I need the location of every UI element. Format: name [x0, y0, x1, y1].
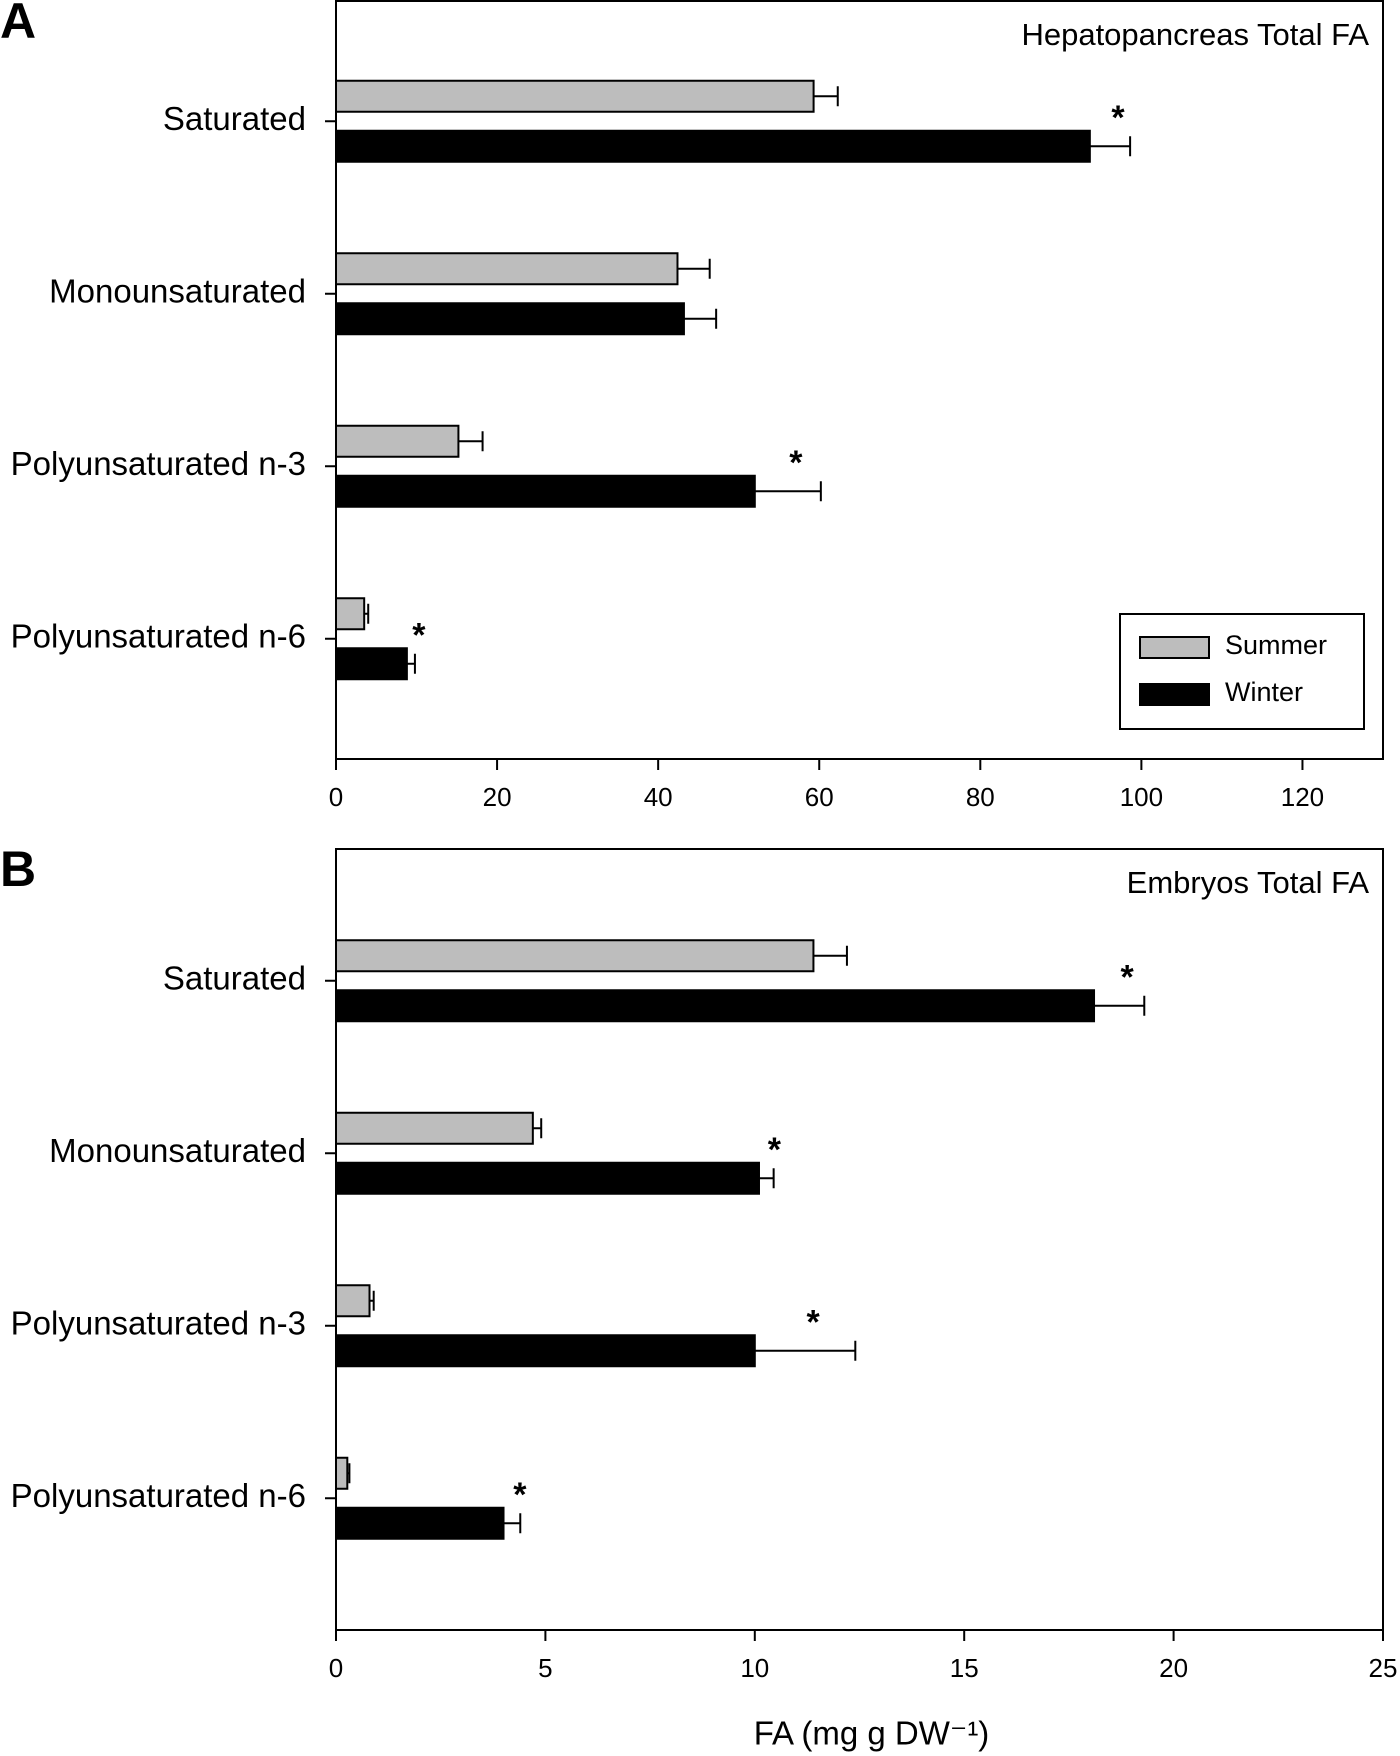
y-tick-label: Saturated: [163, 100, 306, 137]
y-tick-label: Polyunsaturated n-3: [11, 1304, 306, 1341]
legend-box: [1119, 613, 1365, 730]
chart-title: Hepatopancreas Total FA: [1021, 17, 1369, 52]
x-tick-label: 40: [644, 782, 673, 812]
x-tick-label: 0: [329, 782, 343, 812]
bar: [335, 989, 1096, 1023]
bar: [335, 1111, 534, 1145]
legend-swatch: [1139, 683, 1210, 706]
bar: [335, 1506, 505, 1540]
plot-frame: [335, 848, 1384, 1631]
bar: [335, 424, 460, 458]
x-tick-label: 80: [966, 782, 995, 812]
bar: [335, 79, 815, 113]
x-tick-label: 60: [805, 782, 834, 812]
y-tick-label: Polyunsaturated n-6: [11, 1477, 306, 1514]
y-tick-label: Saturated: [163, 959, 306, 996]
legend-label: Summer: [1225, 630, 1327, 660]
y-tick-label: Polyunsaturated n-3: [11, 445, 306, 482]
x-axis-label: FA (mg g DW⁻¹): [754, 1715, 990, 1752]
bar: [335, 302, 685, 336]
x-tick-label: 10: [740, 1653, 769, 1683]
bar: [335, 252, 679, 286]
bar: [335, 1334, 756, 1368]
significance-marker: *: [1121, 959, 1135, 997]
bar: [335, 1161, 760, 1195]
x-tick-label: 20: [1159, 1653, 1188, 1683]
x-tick-label: 15: [950, 1653, 979, 1683]
x-tick-label: 20: [483, 782, 512, 812]
significance-marker: *: [806, 1304, 820, 1342]
chart-title: Embryos Total FA: [1127, 865, 1370, 900]
panel-label: B: [0, 841, 36, 897]
significance-marker: *: [789, 444, 803, 482]
significance-marker: *: [412, 617, 426, 655]
y-tick-label: Monounsaturated: [49, 1132, 306, 1169]
x-tick-label: 5: [538, 1653, 552, 1683]
bar: [335, 597, 366, 631]
significance-marker: *: [1111, 99, 1125, 137]
significance-marker: *: [513, 1476, 527, 1514]
legend-swatch: [1139, 636, 1210, 659]
x-tick-label: 0: [329, 1653, 343, 1683]
legend-label: Winter: [1225, 677, 1303, 707]
y-tick-label: Monounsaturated: [49, 272, 306, 309]
plot-frame: [335, 0, 1384, 760]
significance-marker: *: [768, 1131, 782, 1169]
bar: [335, 1456, 349, 1490]
bar: [335, 129, 1091, 163]
bar: [335, 939, 815, 973]
x-tick-label: 120: [1281, 782, 1324, 812]
bar: [335, 1284, 371, 1318]
bar: [335, 647, 408, 681]
x-tick-label: 25: [1369, 1653, 1398, 1683]
panel-label: A: [0, 0, 36, 49]
x-tick-label: 100: [1120, 782, 1163, 812]
bar: [335, 474, 756, 508]
y-tick-label: Polyunsaturated n-6: [11, 617, 306, 654]
